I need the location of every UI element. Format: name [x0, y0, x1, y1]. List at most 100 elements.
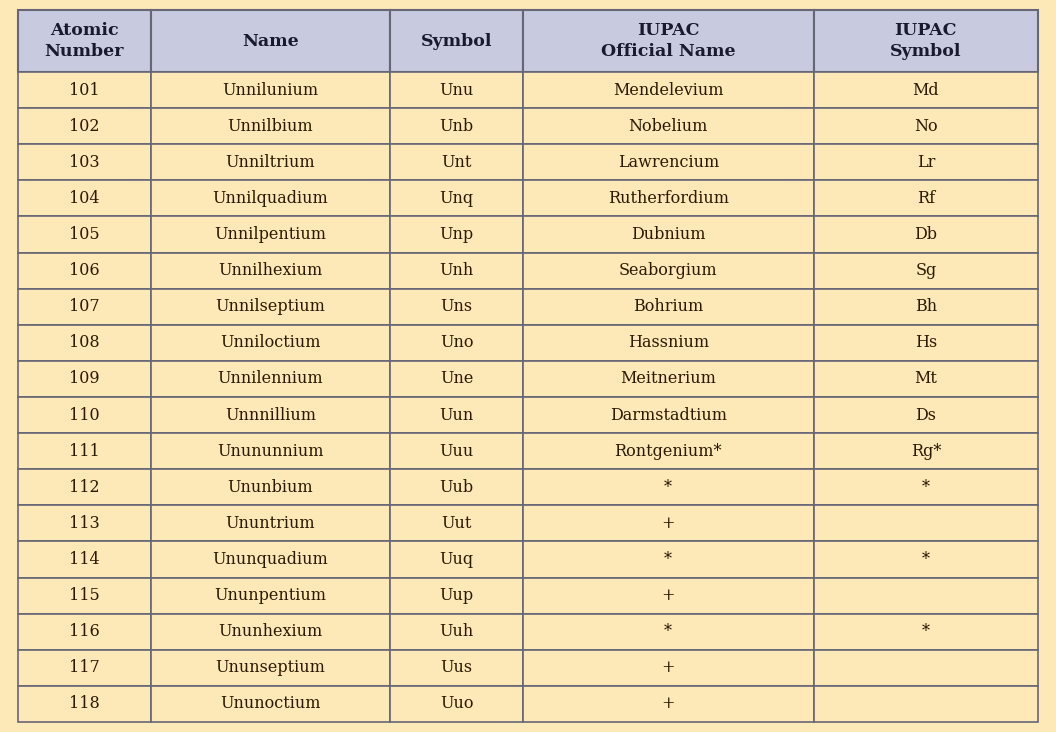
- Bar: [18, 578, 151, 613]
- Text: Uub: Uub: [439, 479, 474, 496]
- Bar: [18, 325, 151, 361]
- Bar: [391, 433, 523, 469]
- Bar: [813, 144, 1038, 180]
- Bar: [391, 397, 523, 433]
- Text: Ununtrium: Ununtrium: [226, 515, 316, 532]
- Bar: [151, 108, 391, 144]
- Text: Lawrencium: Lawrencium: [618, 154, 719, 171]
- Bar: [391, 469, 523, 505]
- Bar: [813, 217, 1038, 253]
- Bar: [151, 578, 391, 613]
- Bar: [18, 72, 151, 108]
- Bar: [523, 469, 813, 505]
- Bar: [391, 108, 523, 144]
- Bar: [151, 253, 391, 288]
- Text: 111: 111: [69, 443, 99, 460]
- Bar: [523, 108, 813, 144]
- Text: Unnilseptium: Unnilseptium: [215, 298, 325, 315]
- Text: Unnilhexium: Unnilhexium: [219, 262, 322, 279]
- Text: 115: 115: [69, 587, 99, 604]
- Text: Unq: Unq: [439, 190, 474, 207]
- Text: Hs: Hs: [914, 335, 937, 351]
- Bar: [813, 433, 1038, 469]
- Text: Une: Une: [440, 370, 473, 387]
- Text: Unnilquadium: Unnilquadium: [212, 190, 328, 207]
- Text: 116: 116: [69, 623, 99, 640]
- Text: Ununbium: Ununbium: [228, 479, 314, 496]
- Text: +: +: [661, 515, 675, 532]
- Text: *: *: [922, 479, 929, 496]
- Bar: [813, 542, 1038, 578]
- Text: Db: Db: [914, 226, 938, 243]
- Bar: [151, 144, 391, 180]
- Text: Uno: Uno: [440, 335, 473, 351]
- Bar: [18, 10, 151, 72]
- Text: Ds: Ds: [916, 406, 937, 424]
- Text: *: *: [922, 551, 929, 568]
- Text: Unb: Unb: [439, 118, 474, 135]
- Bar: [523, 253, 813, 288]
- Text: IUPAC
Symbol: IUPAC Symbol: [890, 22, 962, 60]
- Text: Hassnium: Hassnium: [627, 335, 709, 351]
- Bar: [523, 361, 813, 397]
- Text: Unniltrium: Unniltrium: [226, 154, 316, 171]
- Text: Uup: Uup: [439, 587, 474, 604]
- Text: Meitnerium: Meitnerium: [620, 370, 716, 387]
- Bar: [391, 288, 523, 325]
- Text: 109: 109: [69, 370, 99, 387]
- Bar: [18, 180, 151, 217]
- Text: Dubnium: Dubnium: [631, 226, 705, 243]
- Text: Rontgenium*: Rontgenium*: [615, 443, 722, 460]
- Text: Unp: Unp: [439, 226, 474, 243]
- Bar: [18, 613, 151, 650]
- Text: 105: 105: [69, 226, 99, 243]
- Text: Mt: Mt: [914, 370, 938, 387]
- Text: Unh: Unh: [439, 262, 474, 279]
- Bar: [391, 180, 523, 217]
- Text: +: +: [661, 660, 675, 676]
- Bar: [18, 108, 151, 144]
- Bar: [391, 542, 523, 578]
- Bar: [391, 72, 523, 108]
- Bar: [813, 180, 1038, 217]
- Bar: [18, 650, 151, 686]
- Bar: [151, 613, 391, 650]
- Text: No: No: [914, 118, 938, 135]
- Bar: [813, 72, 1038, 108]
- Bar: [151, 217, 391, 253]
- Bar: [151, 180, 391, 217]
- Bar: [391, 613, 523, 650]
- Bar: [391, 217, 523, 253]
- Text: Darmstadtium: Darmstadtium: [609, 406, 727, 424]
- Text: Uus: Uus: [440, 660, 473, 676]
- Text: +: +: [661, 695, 675, 712]
- Text: Nobelium: Nobelium: [628, 118, 708, 135]
- Bar: [151, 433, 391, 469]
- Bar: [813, 361, 1038, 397]
- Bar: [523, 505, 813, 542]
- Bar: [813, 578, 1038, 613]
- Text: Unnilpentium: Unnilpentium: [214, 226, 326, 243]
- Text: Seaborgium: Seaborgium: [619, 262, 718, 279]
- Bar: [523, 180, 813, 217]
- Bar: [813, 686, 1038, 722]
- Text: Bh: Bh: [914, 298, 937, 315]
- Bar: [523, 144, 813, 180]
- Text: 106: 106: [69, 262, 99, 279]
- Text: Unununnium: Unununnium: [218, 443, 324, 460]
- Bar: [523, 613, 813, 650]
- Text: Unniloctium: Unniloctium: [221, 335, 321, 351]
- Bar: [391, 325, 523, 361]
- Bar: [151, 505, 391, 542]
- Bar: [151, 686, 391, 722]
- Bar: [151, 10, 391, 72]
- Bar: [813, 469, 1038, 505]
- Bar: [391, 144, 523, 180]
- Bar: [813, 10, 1038, 72]
- Text: Md: Md: [912, 81, 939, 99]
- Bar: [18, 361, 151, 397]
- Text: 112: 112: [69, 479, 99, 496]
- Bar: [523, 686, 813, 722]
- Bar: [18, 217, 151, 253]
- Bar: [813, 288, 1038, 325]
